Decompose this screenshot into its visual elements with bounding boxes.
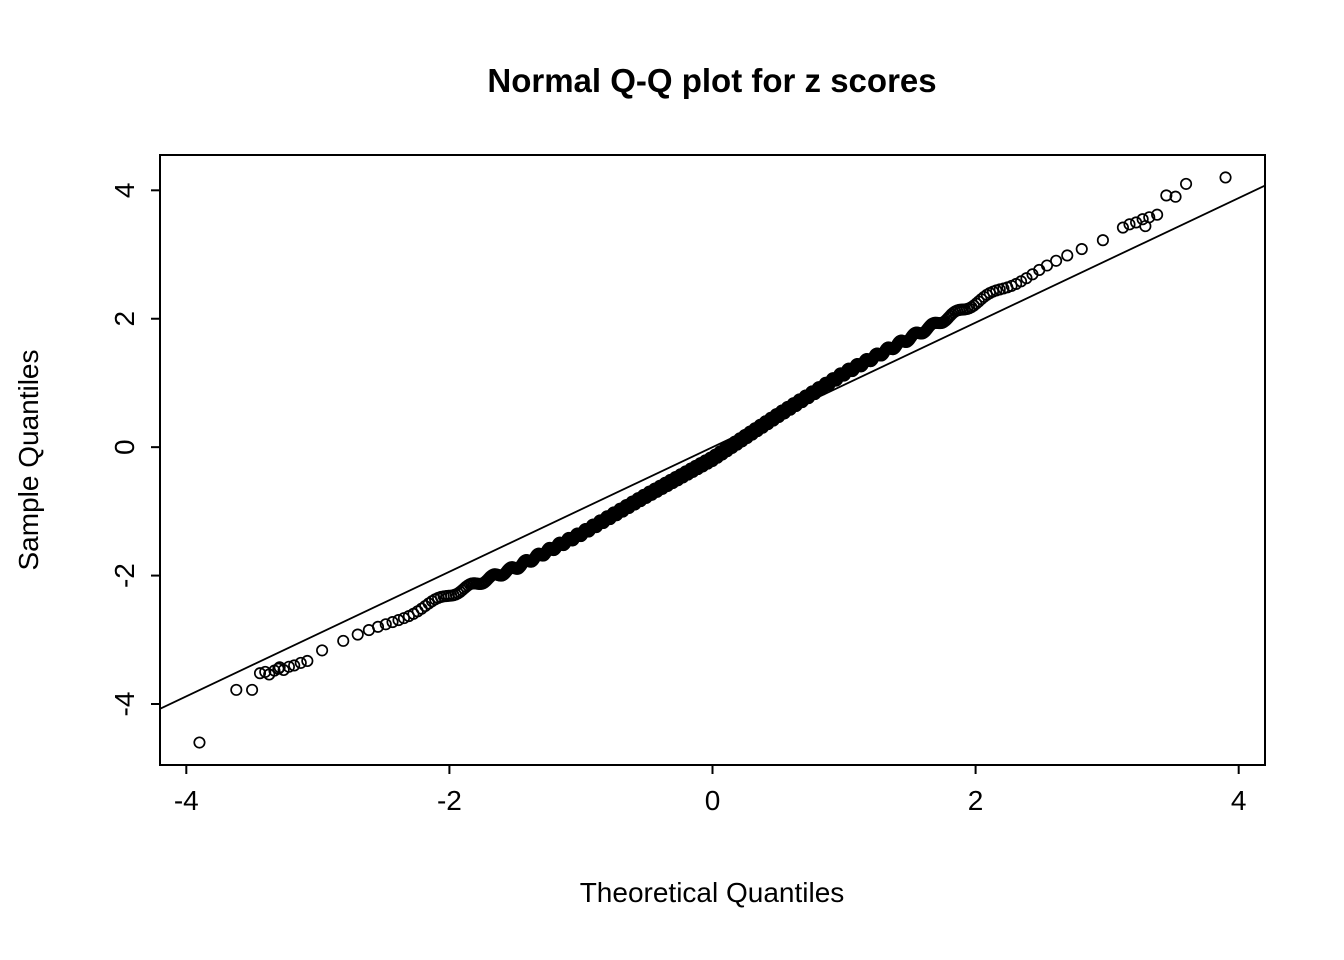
data-point-tail-left bbox=[294, 656, 307, 669]
y-axis-label: Sample Quantiles bbox=[13, 349, 44, 570]
data-point bbox=[1061, 249, 1074, 262]
data-point-tail-right bbox=[1116, 221, 1129, 234]
data-points bbox=[193, 171, 1232, 749]
chart-title: Normal Q-Q plot for z scores bbox=[487, 62, 936, 99]
data-point-tail-left bbox=[253, 667, 267, 680]
data-point-tail-right bbox=[1160, 189, 1173, 202]
data-point bbox=[337, 634, 350, 647]
data-point bbox=[316, 644, 329, 657]
data-point-tail-right bbox=[1219, 171, 1232, 184]
data-point-tail-right bbox=[1123, 218, 1136, 231]
data-point-tail-right bbox=[1151, 208, 1164, 221]
data-point-tail-right bbox=[1180, 177, 1193, 190]
data-point bbox=[386, 615, 399, 629]
data-point bbox=[1096, 234, 1109, 247]
x-axis-label: Theoretical Quantiles bbox=[580, 877, 845, 908]
data-point-tail-left bbox=[230, 683, 243, 696]
y-tick-label: 0 bbox=[109, 439, 140, 455]
x-tick-label: 4 bbox=[1231, 785, 1247, 816]
data-point bbox=[379, 618, 392, 631]
data-point bbox=[1020, 272, 1033, 285]
reference-line bbox=[159, 184, 1266, 710]
y-tick-label: -4 bbox=[109, 692, 140, 717]
data-point bbox=[1075, 243, 1088, 256]
x-tick-label: 2 bbox=[968, 785, 984, 816]
data-point-tail-right bbox=[1136, 213, 1149, 226]
x-tick-label: 0 bbox=[705, 785, 721, 816]
data-point-tail-left bbox=[282, 660, 295, 673]
data-point-tail-left bbox=[193, 736, 206, 749]
data-point-tail-left bbox=[288, 659, 301, 672]
data-point-tail-left bbox=[301, 654, 314, 668]
data-point bbox=[1050, 254, 1063, 267]
axis-ticks: -4 -2 0 2 4 -4 -2 0 2 4 bbox=[109, 183, 1246, 816]
data-point-tail-left bbox=[246, 683, 259, 696]
y-tick-label: 4 bbox=[109, 183, 140, 199]
data-point bbox=[1040, 259, 1054, 272]
data-point-tail-right bbox=[1130, 216, 1143, 229]
data-point-tail-right bbox=[1169, 190, 1182, 203]
y-tick-label: -2 bbox=[109, 563, 140, 588]
x-tick-label: -2 bbox=[437, 785, 462, 816]
data-point bbox=[351, 628, 364, 641]
data-point bbox=[371, 620, 385, 633]
y-tick-label: 2 bbox=[109, 311, 140, 327]
data-point bbox=[392, 614, 405, 627]
x-tick-label: -4 bbox=[174, 785, 199, 816]
data-point-tail-right bbox=[1143, 211, 1156, 224]
